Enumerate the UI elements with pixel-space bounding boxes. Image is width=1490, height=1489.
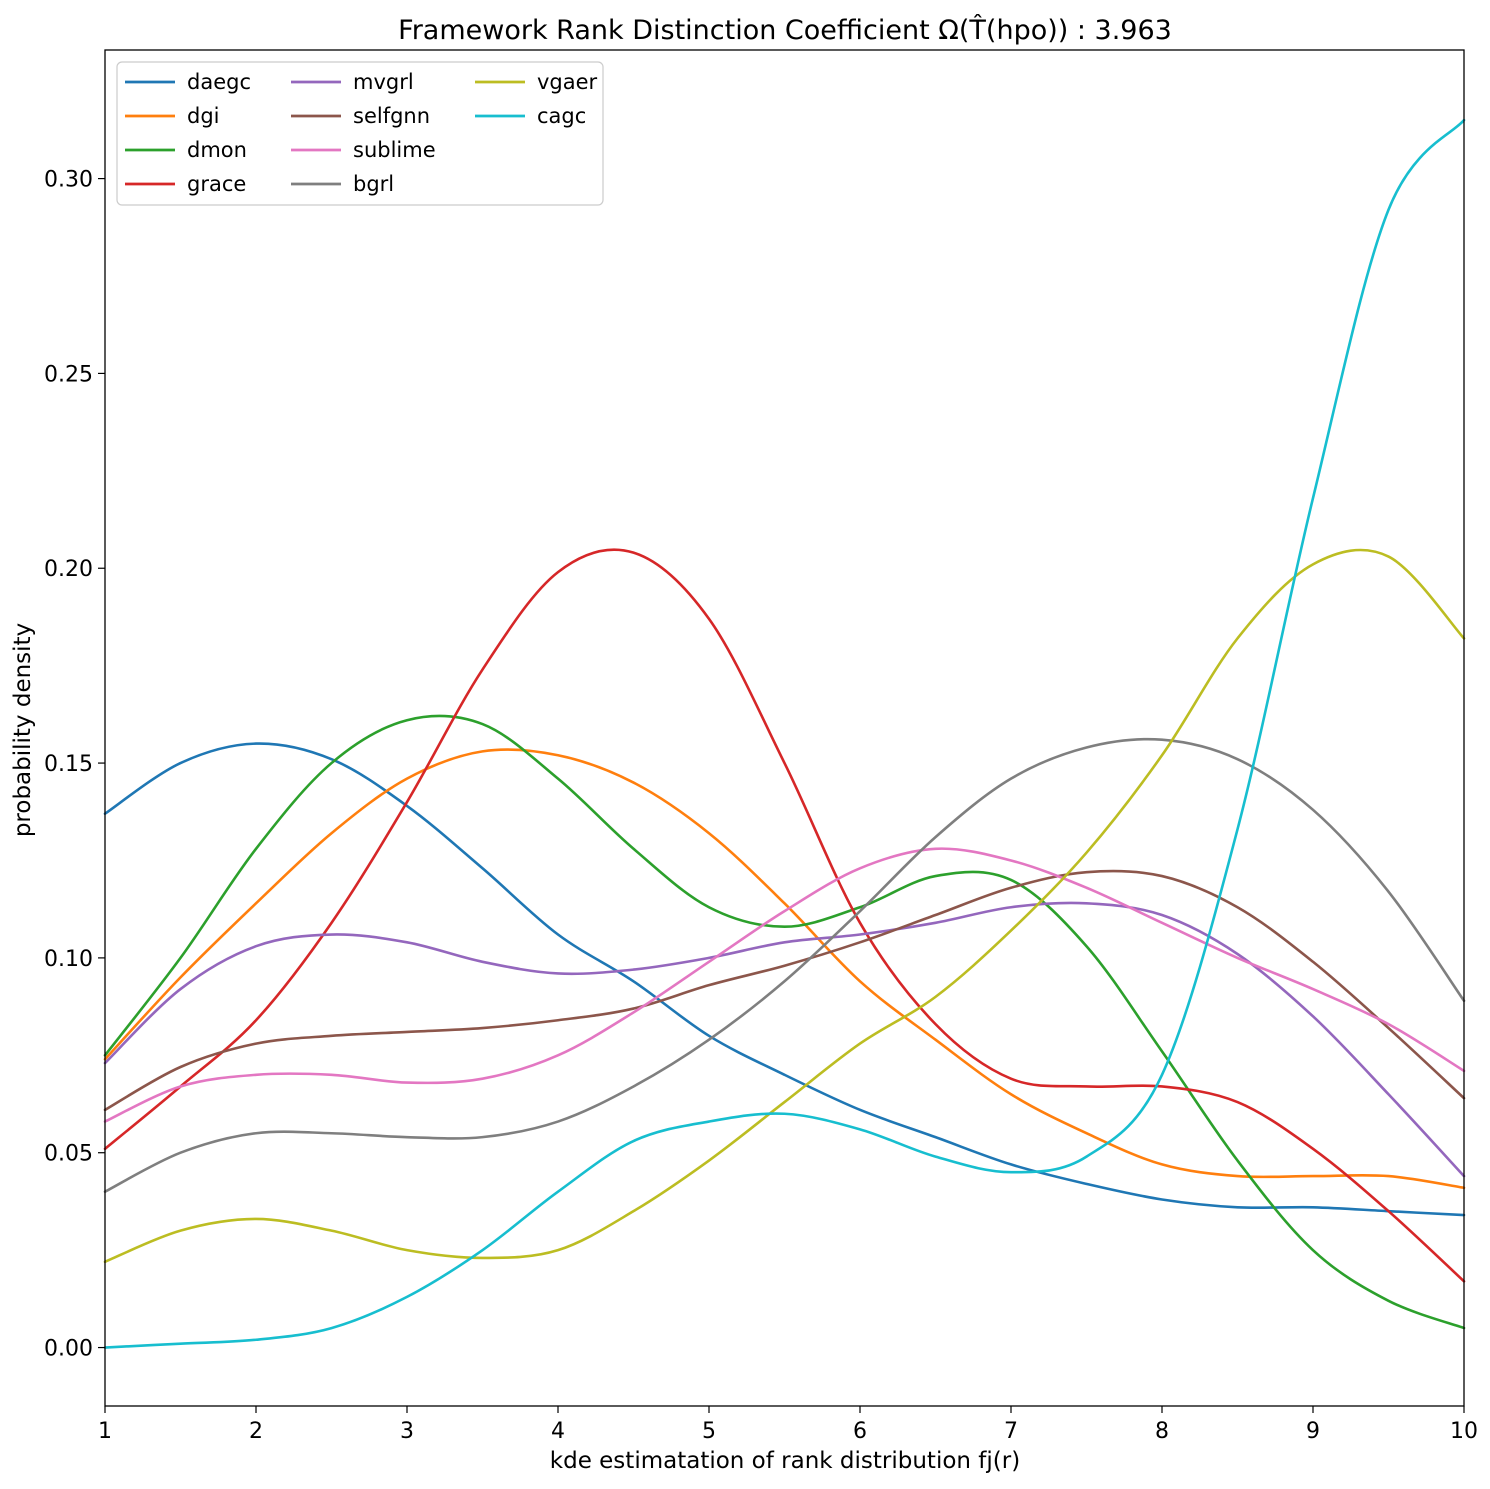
- legend-label-cagc: cagc: [537, 104, 586, 128]
- series-line-selfgnn: [103, 869, 1466, 1112]
- y-tick-label: 0.30: [44, 168, 93, 193]
- legend-label-dmon: dmon: [187, 138, 247, 162]
- legend-label-vgaer: vgaer: [537, 70, 598, 94]
- series-line-dgi: [103, 748, 1466, 1190]
- x-tick-label: 5: [702, 1419, 716, 1444]
- plot-frame: [104, 49, 1465, 1407]
- x-tick-label: 2: [249, 1419, 263, 1444]
- y-tick-label: 0.15: [44, 752, 93, 777]
- series-line-sublime: [103, 847, 1466, 1123]
- y-axis-ticks: 0.00 0.05 0.10 0.15 0.20 0.25 0.30: [44, 168, 105, 1362]
- series-line-dmon: [103, 714, 1466, 1330]
- chart-title: Framework Rank Distinction Coefficient Ω…: [398, 14, 1172, 46]
- series-line-bgrl: [103, 737, 1466, 1193]
- series-line-daegc: [103, 742, 1466, 1217]
- plot-lines: [103, 118, 1466, 1349]
- y-tick-label: 0.20: [44, 557, 93, 582]
- legend-label-daegc: daegc: [187, 70, 251, 94]
- legend-box: [116, 61, 604, 206]
- x-tick-label: 10: [1450, 1419, 1478, 1444]
- series-line-mvgrl: [103, 901, 1466, 1178]
- x-tick-label: 3: [400, 1419, 414, 1444]
- y-tick-label: 0.00: [44, 1337, 93, 1362]
- y-tick-label: 0.25: [44, 362, 93, 387]
- series-line-vgaer: [103, 548, 1466, 1264]
- x-tick-label: 7: [1004, 1419, 1018, 1444]
- legend-label-bgrl: bgrl: [353, 172, 394, 196]
- legend-label-sublime: sublime: [353, 138, 436, 162]
- x-tick-label: 6: [853, 1419, 867, 1444]
- x-tick-label: 8: [1155, 1419, 1169, 1444]
- legend-label-dgi: dgi: [187, 104, 220, 128]
- x-tick-label: 9: [1306, 1419, 1320, 1444]
- y-tick-label: 0.10: [44, 947, 93, 972]
- legend-label-selfgnn: selfgnn: [353, 104, 430, 128]
- y-tick-label: 0.05: [44, 1142, 93, 1167]
- x-axis-ticks: 1 2 3 4 5 6 7 8 9 10: [98, 1406, 1478, 1444]
- series-line-grace: [103, 548, 1466, 1283]
- x-tick-label: 4: [551, 1419, 565, 1444]
- legend-label-mvgrl: mvgrl: [353, 70, 414, 94]
- legend: daegc dgi dmon grace mvgrl selfgnn sublime bgrl…: [116, 61, 604, 206]
- x-axis-title: kde estimatation of rank distribution fj…: [550, 1448, 1020, 1474]
- y-axis-title: probability density: [10, 623, 36, 837]
- x-tick-label: 1: [98, 1419, 112, 1444]
- legend-label-grace: grace: [187, 172, 246, 196]
- series-line-cagc: [103, 118, 1466, 1349]
